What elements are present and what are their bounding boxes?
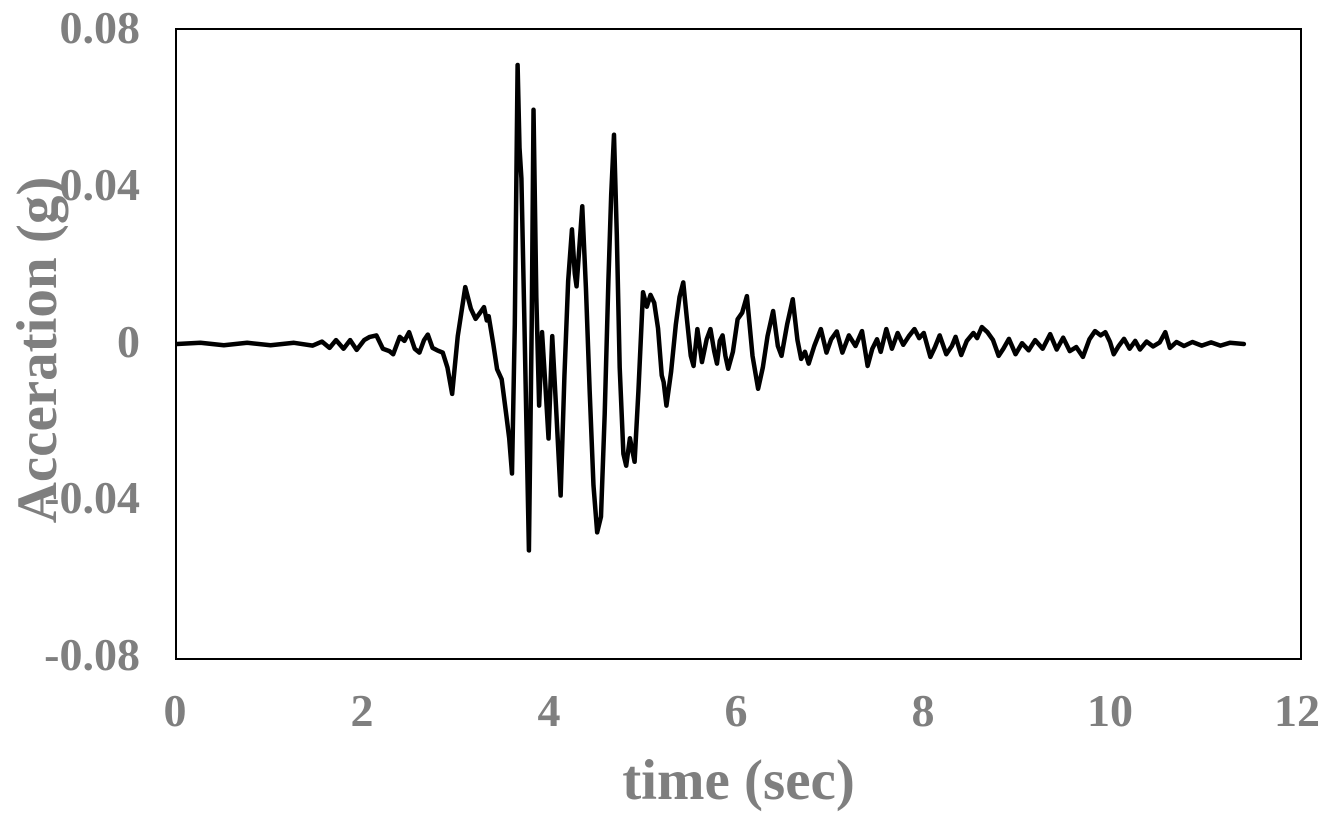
x-tick-label: 2 — [350, 685, 374, 736]
x-tick-label: 12 — [1274, 685, 1320, 736]
y-tick-label: 0.08 — [59, 2, 141, 53]
y-tick-label: -0.04 — [44, 472, 140, 524]
x-axis-title: time (sec) — [622, 749, 855, 812]
y-tick-label: -0.08 — [44, 629, 140, 680]
x-tick-label: 10 — [1087, 685, 1133, 736]
y-tick-label: 0 — [117, 315, 140, 367]
x-tick-label: 4 — [537, 685, 561, 736]
plot-area — [175, 28, 1302, 660]
y-tick-label: 0.04 — [59, 158, 141, 210]
acceleration-waveform-line — [177, 62, 1247, 553]
x-tick-label: 0 — [163, 685, 187, 736]
x-tick-label: 6 — [724, 685, 748, 736]
x-tick-label: 8 — [911, 685, 935, 736]
waveform-canvas — [177, 62, 1247, 553]
